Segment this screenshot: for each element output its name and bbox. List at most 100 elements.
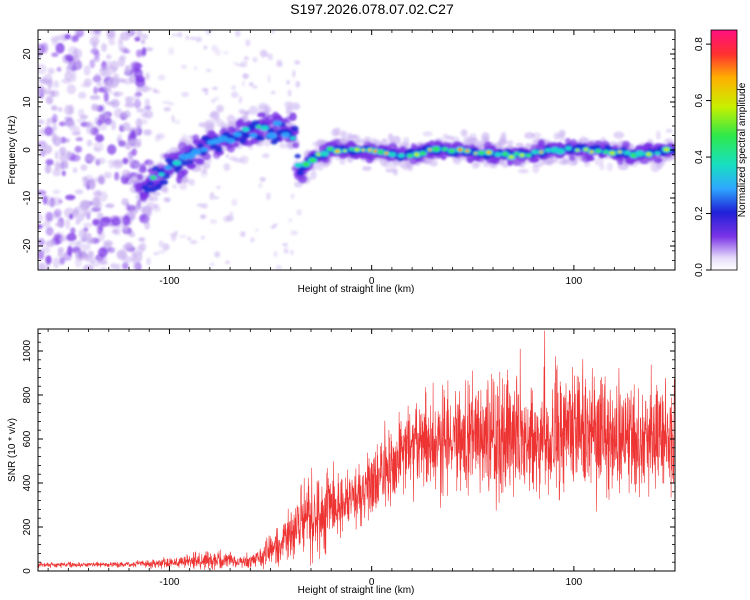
noise-blob (106, 65, 118, 74)
noise-blob (245, 39, 251, 47)
hotspot (261, 125, 269, 131)
noise-blob (282, 242, 288, 247)
noise-blob (51, 52, 59, 57)
noise-blob (70, 154, 81, 162)
ridge-strong (159, 179, 169, 186)
hotspot (526, 154, 531, 157)
noise-blob (98, 113, 106, 125)
noise-blob (66, 65, 72, 71)
ridge-halo (594, 157, 605, 166)
noise-blob (267, 74, 271, 83)
snr-ytick-label: 400 (22, 474, 33, 491)
ridge-core (257, 112, 267, 118)
ridge-halo (279, 142, 288, 149)
noise-blob (86, 139, 93, 147)
noise-blob (143, 129, 153, 136)
noise-blob (86, 123, 94, 135)
ridge-halo (361, 166, 372, 171)
ridge-strong (294, 153, 301, 159)
ridge-core (332, 138, 341, 146)
spectrogram-xtick-label: -100 (159, 276, 179, 287)
noise-blob (80, 83, 91, 88)
noise-blob (109, 164, 114, 169)
hotspot (654, 151, 661, 155)
noise-blob (128, 155, 134, 166)
hotspot (172, 160, 181, 166)
noise-blob (54, 151, 59, 160)
noise-blob (74, 189, 84, 195)
snr-ytick-label: 600 (22, 430, 33, 447)
noise-blob (80, 243, 91, 251)
ridge-strong (154, 183, 162, 190)
noise-blob (64, 104, 73, 116)
hotspot (242, 127, 250, 132)
noise-blob (283, 249, 289, 253)
noise-blob (204, 88, 209, 96)
colorbar-ticks: 0.0 0.2 0.4 0.6 0.8 (694, 37, 711, 277)
hotspot (320, 151, 329, 157)
noise-blob (73, 48, 83, 59)
noise-blob (287, 89, 292, 97)
noise-blob (114, 108, 123, 118)
noise-blob (85, 154, 96, 162)
noise-blob (185, 35, 189, 40)
hotspot (486, 151, 491, 154)
colorbar-label: Normalized spectral amplitude (737, 82, 748, 217)
noise-blob (67, 245, 73, 256)
ridge-core (417, 157, 426, 163)
noise-blob (93, 190, 102, 197)
hotspot (590, 150, 593, 153)
noise-blob (122, 262, 129, 270)
ridge-halo (153, 203, 159, 209)
noise-blob (93, 86, 98, 95)
noise-blob (200, 214, 207, 219)
noise-blob (71, 131, 81, 136)
noise-blob (49, 90, 60, 98)
hotspot (474, 152, 478, 155)
noise-blob (242, 73, 249, 80)
noise-blob (174, 230, 178, 236)
noise-blob (65, 194, 76, 201)
noise-blob (95, 134, 105, 143)
noise-blob (140, 39, 146, 45)
noise-blob (38, 238, 45, 247)
noise-blob (38, 190, 47, 196)
ridge-core (621, 140, 631, 148)
noise-blob (110, 263, 117, 269)
noise-blob (114, 160, 123, 166)
noise-blob (94, 51, 100, 59)
ridge-halo (498, 139, 509, 145)
noise-blob (117, 56, 126, 67)
noise-blob (122, 122, 131, 132)
noise-blob (52, 189, 61, 195)
noise-blob (42, 79, 53, 85)
noise-blob (72, 167, 78, 174)
hotspot (414, 152, 420, 157)
noise-blob (89, 179, 96, 191)
noise-blob (231, 85, 236, 91)
noise-blob (131, 148, 137, 157)
snr-plot-area (38, 329, 675, 571)
noise-blob (54, 160, 60, 171)
noise-blob (69, 213, 74, 220)
noise-blob (52, 135, 62, 147)
noise-blob (290, 230, 299, 236)
noise-blob (38, 262, 46, 270)
ridge-halo (502, 163, 509, 168)
noise-blob (66, 233, 77, 242)
noise-blob (78, 91, 87, 99)
ridge-halo (216, 104, 224, 113)
noise-blob (187, 237, 191, 241)
hotspot (272, 120, 282, 127)
noise-blob (106, 31, 116, 42)
hotspot (618, 151, 622, 153)
noise-blob (223, 163, 231, 172)
noise-blob (38, 119, 45, 125)
hotspot (545, 148, 552, 153)
noise-blob (98, 157, 106, 165)
ridge-strong (251, 120, 260, 126)
ridge-halo (669, 155, 675, 161)
noise-blob (146, 257, 151, 266)
